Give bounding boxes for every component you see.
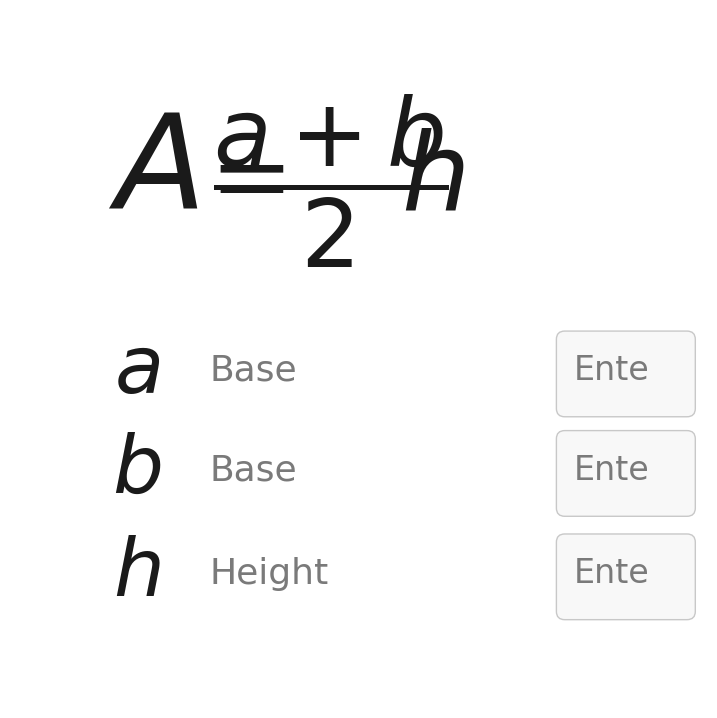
Text: Base: Base xyxy=(209,453,297,488)
Text: $\mathit{A}$: $\mathit{A}$ xyxy=(108,108,199,236)
Text: Ente: Ente xyxy=(574,557,650,590)
Text: Ente: Ente xyxy=(574,454,650,487)
Text: Ente: Ente xyxy=(574,355,650,388)
Text: $a$: $a$ xyxy=(114,332,160,410)
FancyBboxPatch shape xyxy=(556,331,695,416)
Text: $\mathit{h}$: $\mathit{h}$ xyxy=(402,129,465,234)
Text: Height: Height xyxy=(209,556,328,591)
Text: $=$: $=$ xyxy=(189,134,284,229)
Text: $h$: $h$ xyxy=(113,535,161,612)
FancyBboxPatch shape xyxy=(556,534,695,620)
Text: Base: Base xyxy=(209,354,297,388)
Text: $b$: $b$ xyxy=(113,432,161,509)
Text: $\dfrac{a+b}{2}$: $\dfrac{a+b}{2}$ xyxy=(214,93,450,270)
FancyBboxPatch shape xyxy=(556,431,695,516)
